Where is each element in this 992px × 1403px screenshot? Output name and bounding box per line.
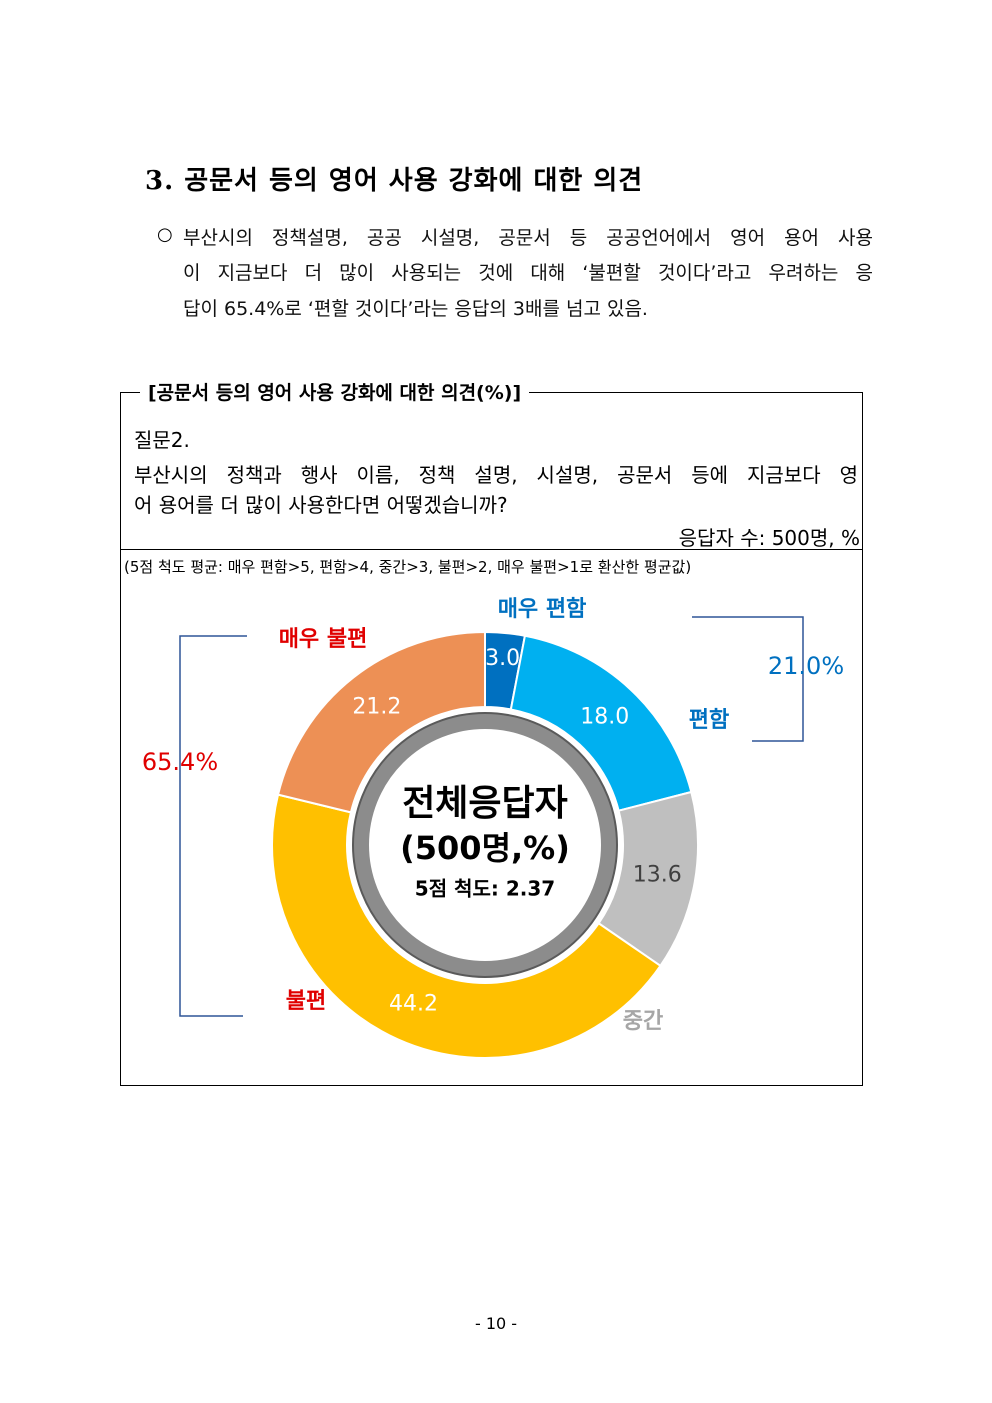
question-line: 부산시의 정책과 행사 이름, 정책 설명, 시설명, 공문서 등에 지금보다 … bbox=[134, 463, 858, 487]
data-label: 44.2 bbox=[389, 992, 438, 1017]
respondents: 응답자 수: 500명, % bbox=[678, 526, 860, 550]
data-label: 18.0 bbox=[580, 704, 629, 729]
center-title: 전체응답자 bbox=[402, 783, 568, 824]
bullet-line: 답이 65.4%로 ‘편할 것이다’라는 응답의 3배를 넘고 있음. bbox=[183, 298, 648, 320]
bullet-line: 이 지금보다 더 많이 사용되는 것에 대해 ‘불편할 것이다’라고 우려하는 … bbox=[183, 262, 873, 284]
page-number: - 10 - bbox=[474, 1314, 518, 1333]
data-label: 13.6 bbox=[633, 863, 682, 888]
bullet-line: 부산시의 정책설명, 공공 시설명, 공문서 등 공공언어에서 영어 용어 사용 bbox=[183, 227, 873, 249]
data-label: 21.2 bbox=[352, 694, 401, 719]
center-scale: 5점 척도: 2.37 bbox=[415, 877, 555, 901]
bracket bbox=[179, 635, 247, 1017]
annotation: 65.4% bbox=[142, 748, 218, 776]
category-label: 매우 불편 bbox=[279, 627, 368, 652]
question-label: 질문2. bbox=[134, 428, 190, 452]
question-line: 어 용어를 더 많이 사용한다면 어떻겠습니까? bbox=[134, 493, 508, 517]
category-label: 중간 bbox=[623, 1009, 663, 1034]
bullet-marker: ○ bbox=[157, 224, 173, 245]
center-subtitle: (500명,%) bbox=[400, 829, 570, 867]
inner-ring-edge bbox=[352, 712, 618, 978]
category-label: 불편 bbox=[286, 989, 326, 1014]
scale-note: (5점 척도 평균: 매우 편함>5, 편함>4, 중간>3, 불편>2, 매우… bbox=[124, 558, 692, 576]
heading: 3. 공문서 등의 영어 사용 강화에 대한 의견 bbox=[145, 166, 644, 196]
divider bbox=[120, 549, 863, 550]
data-label: 3.0 bbox=[485, 646, 520, 671]
bracket bbox=[692, 616, 804, 742]
category-label: 매우 편함 bbox=[498, 597, 587, 622]
donut-segment bbox=[271, 793, 662, 1059]
inner-ring bbox=[353, 713, 617, 977]
category-label: 편함 bbox=[689, 708, 729, 733]
figure-title: [공문서 등의 영어 사용 강화에 대한 의견(%)] bbox=[140, 378, 530, 405]
donut-segment bbox=[276, 630, 486, 814]
annotation: 21.0% bbox=[768, 652, 844, 680]
